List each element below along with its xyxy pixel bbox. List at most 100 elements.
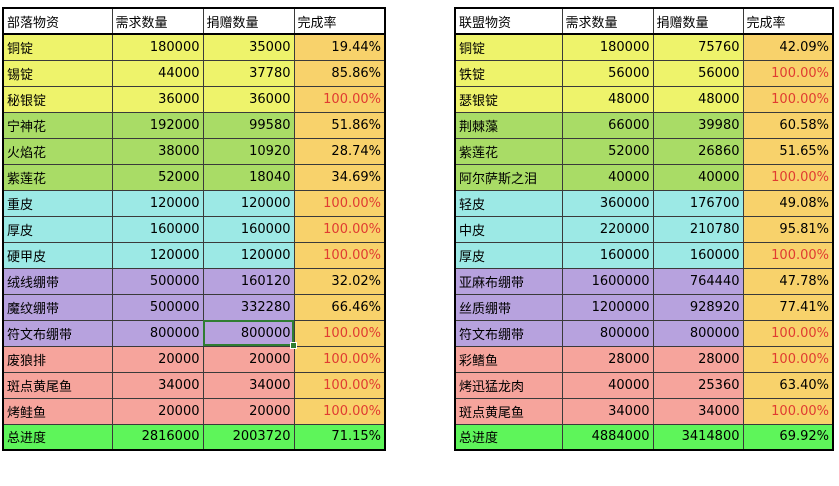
item-name-cell[interactable]: 彩鳍鱼 [454, 345, 563, 373]
need-cell[interactable]: 44000 [111, 59, 204, 87]
need-cell[interactable]: 120000 [111, 241, 204, 269]
item-name-cell[interactable]: 符文布绷带 [2, 319, 113, 347]
rate-cell[interactable]: 66.46% [293, 293, 386, 321]
donated-cell[interactable]: 18040 [202, 163, 295, 191]
need-cell[interactable]: 52000 [561, 137, 654, 165]
rate-cell[interactable]: 100.00% [742, 85, 834, 113]
donated-cell[interactable]: 48000 [652, 85, 744, 113]
total-rate-cell[interactable]: 71.15% [293, 423, 386, 451]
total-donated-cell[interactable]: 3414800 [652, 423, 744, 451]
rate-cell[interactable]: 100.00% [293, 85, 386, 113]
donated-cell[interactable]: 39980 [652, 111, 744, 139]
need-cell[interactable]: 40000 [561, 371, 654, 399]
donated-cell[interactable]: 34000 [652, 397, 744, 425]
donated-cell[interactable]: 28000 [652, 345, 744, 373]
donated-cell[interactable]: 36000 [202, 85, 295, 113]
rate-cell[interactable]: 100.00% [293, 189, 386, 217]
donated-cell[interactable]: 56000 [652, 59, 744, 87]
need-cell[interactable]: 120000 [111, 189, 204, 217]
item-name-cell[interactable]: 符文布绷带 [454, 319, 563, 347]
donated-cell[interactable]: 25360 [652, 371, 744, 399]
need-cell[interactable]: 40000 [561, 163, 654, 191]
rate-cell[interactable]: 51.65% [742, 137, 834, 165]
rate-cell[interactable]: 100.00% [293, 371, 386, 399]
item-name-cell[interactable]: 铁锭 [454, 59, 563, 87]
rate-cell[interactable]: 95.81% [742, 215, 834, 243]
need-cell[interactable]: 56000 [561, 59, 654, 87]
donated-cell[interactable]: 160000 [202, 215, 295, 243]
rate-cell[interactable]: 100.00% [742, 241, 834, 269]
need-cell[interactable]: 20000 [111, 345, 204, 373]
rate-cell[interactable]: 100.00% [742, 397, 834, 425]
donated-cell[interactable]: 928920 [652, 293, 744, 321]
need-cell[interactable]: 360000 [561, 189, 654, 217]
item-name-cell[interactable]: 斑点黄尾鱼 [2, 371, 113, 399]
total-label-cell[interactable]: 总进度 [454, 423, 563, 451]
need-cell[interactable]: 28000 [561, 345, 654, 373]
need-cell[interactable]: 800000 [111, 319, 204, 347]
need-cell[interactable]: 180000 [561, 33, 654, 61]
donated-cell[interactable]: 120000 [202, 241, 295, 269]
need-cell[interactable]: 1200000 [561, 293, 654, 321]
item-name-cell[interactable]: 烤迅猛龙肉 [454, 371, 563, 399]
donated-cell[interactable]: 332280 [202, 293, 295, 321]
item-name-cell[interactable]: 厚皮 [2, 215, 113, 243]
header-donated[interactable]: 捐赠数量 [652, 7, 744, 35]
rate-cell[interactable]: 100.00% [293, 319, 386, 347]
need-cell[interactable]: 500000 [111, 267, 204, 295]
item-name-cell[interactable]: 锡锭 [2, 59, 113, 87]
rate-cell[interactable]: 100.00% [742, 163, 834, 191]
need-cell[interactable]: 20000 [111, 397, 204, 425]
total-donated-cell[interactable]: 2003720 [202, 423, 295, 451]
rate-cell[interactable]: 47.78% [742, 267, 834, 295]
need-cell[interactable]: 800000 [561, 319, 654, 347]
item-name-cell[interactable]: 宁神花 [2, 111, 113, 139]
donated-cell[interactable]: 800000 [652, 319, 744, 347]
rate-cell[interactable]: 100.00% [293, 345, 386, 373]
total-label-cell[interactable]: 总进度 [2, 423, 113, 451]
need-cell[interactable]: 220000 [561, 215, 654, 243]
item-name-cell[interactable]: 荆棘藻 [454, 111, 563, 139]
rate-cell[interactable]: 19.44% [293, 33, 386, 61]
donated-cell[interactable]: 120000 [202, 189, 295, 217]
need-cell[interactable]: 48000 [561, 85, 654, 113]
item-name-cell[interactable]: 厚皮 [454, 241, 563, 269]
fill-handle[interactable] [290, 342, 297, 349]
donated-cell[interactable]: 26860 [652, 137, 744, 165]
rate-cell[interactable]: 100.00% [742, 345, 834, 373]
rate-cell[interactable]: 28.74% [293, 137, 386, 165]
need-cell[interactable]: 52000 [111, 163, 204, 191]
need-cell[interactable]: 66000 [561, 111, 654, 139]
donated-cell[interactable]: 75760 [652, 33, 744, 61]
header-need[interactable]: 需求数量 [561, 7, 654, 35]
rate-cell[interactable]: 85.86% [293, 59, 386, 87]
item-name-cell[interactable]: 丝质绷带 [454, 293, 563, 321]
need-cell[interactable]: 160000 [111, 215, 204, 243]
rate-cell[interactable]: 42.09% [742, 33, 834, 61]
donated-cell[interactable]: 20000 [202, 397, 295, 425]
item-name-cell[interactable]: 秘银锭 [2, 85, 113, 113]
header-rate[interactable]: 完成率 [742, 7, 834, 35]
total-need-cell[interactable]: 2816000 [111, 423, 204, 451]
item-name-cell[interactable]: 铜锭 [454, 33, 563, 61]
item-name-cell[interactable]: 火焰花 [2, 137, 113, 165]
item-name-cell[interactable]: 重皮 [2, 189, 113, 217]
item-name-cell[interactable]: 废狼排 [2, 345, 113, 373]
rate-cell[interactable]: 100.00% [293, 241, 386, 269]
item-name-cell[interactable]: 斑点黄尾鱼 [454, 397, 563, 425]
item-name-cell[interactable]: 轻皮 [454, 189, 563, 217]
item-name-cell[interactable]: 绒线绷带 [2, 267, 113, 295]
donated-cell[interactable]: 160120 [202, 267, 295, 295]
rate-cell[interactable]: 100.00% [293, 215, 386, 243]
item-name-cell[interactable]: 瑟银锭 [454, 85, 563, 113]
need-cell[interactable]: 500000 [111, 293, 204, 321]
donated-cell[interactable]: 176700 [652, 189, 744, 217]
need-cell[interactable]: 160000 [561, 241, 654, 269]
item-name-cell[interactable]: 硬甲皮 [2, 241, 113, 269]
header-need[interactable]: 需求数量 [111, 7, 204, 35]
need-cell[interactable]: 34000 [111, 371, 204, 399]
item-name-cell[interactable]: 魔纹绷带 [2, 293, 113, 321]
donated-cell[interactable]: 40000 [652, 163, 744, 191]
total-need-cell[interactable]: 4884000 [561, 423, 654, 451]
donated-cell[interactable]: 37780 [202, 59, 295, 87]
